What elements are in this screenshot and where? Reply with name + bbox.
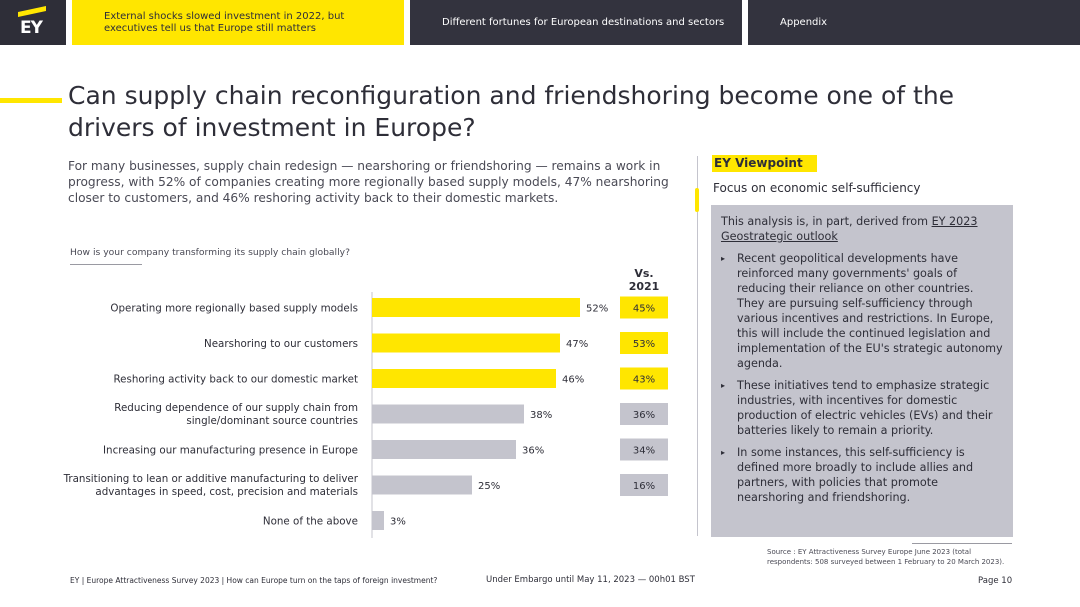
bullet-icon: ▸ — [721, 448, 726, 457]
viewpoint-divider — [697, 156, 698, 536]
nav-separator — [66, 0, 72, 45]
bar-value-label: 3% — [390, 517, 406, 528]
comparison-value-label: 45% — [633, 304, 655, 315]
tab-different-fortunes[interactable]: Different fortunes for European destinat… — [410, 0, 742, 45]
bullet-text: In some instances, this self-sufficiency… — [737, 446, 974, 504]
category-label: single/dominant source countries — [186, 415, 358, 427]
viewpoint-subtitle: Focus on economic self-sufficiency — [713, 181, 921, 195]
comparison-box — [620, 332, 668, 354]
category-label: Nearshoring to our customers — [204, 338, 358, 350]
supply-chain-bar-chart: 52% Operating more regionally based suppl… — [63, 292, 668, 538]
bullet-text: These initiatives tend to emphasize stra… — [737, 379, 993, 437]
question-underline — [70, 264, 142, 265]
nav-separator — [404, 0, 410, 45]
category-label: Increasing our manufacturing presence in… — [103, 445, 358, 457]
viewpoint-bullets: ▸ Recent geopolitical developments have r… — [721, 251, 1003, 505]
tab-label: External shocks slowed investment in 202… — [104, 10, 345, 34]
vs-2021-header: Vs. 2021 — [628, 267, 660, 293]
tab-label: Appendix — [780, 17, 828, 28]
category-label: None of the above — [263, 516, 358, 528]
category-label: Operating more regionally based supply m… — [110, 303, 358, 315]
bar — [372, 333, 560, 353]
bar — [372, 475, 472, 495]
bullet-text: Recent geopolitical developments have re… — [737, 252, 1003, 370]
bar-value-label: 47% — [566, 339, 588, 350]
comparison-box — [620, 474, 668, 496]
derived-note: This analysis is, in part, derived from … — [721, 214, 1003, 244]
page-number: Page 10 — [978, 576, 1013, 586]
viewpoint-panel: This analysis is, in part, derived from … — [711, 205, 1013, 537]
comparison-box — [620, 403, 668, 425]
footer-embargo: Under Embargo until May 11, 2023 — 00h01… — [486, 575, 695, 585]
intro-paragraph: For many businesses, supply chain redesi… — [68, 159, 669, 205]
list-item: ▸ In some instances, this self-sufficienc… — [721, 445, 1003, 505]
tab-label: Different fortunes for European destinat… — [442, 17, 725, 28]
bar — [372, 511, 384, 530]
comparison-value-label: 34% — [633, 446, 655, 457]
bar — [372, 404, 524, 424]
category-label: Reducing dependence of our supply chain … — [114, 402, 358, 414]
title-accent-bar — [0, 98, 62, 103]
bar-value-label: 25% — [478, 481, 500, 492]
bar-value-label: 38% — [530, 410, 552, 421]
bar — [372, 440, 516, 459]
bar — [372, 369, 556, 388]
geostrategic-outlook-link[interactable]: EY 2023 Geostrategic outlook — [721, 215, 978, 243]
category-label: advantages in speed, cost, precision and… — [95, 486, 358, 498]
bar-value-label: 46% — [562, 375, 584, 386]
bar — [372, 298, 580, 317]
viewpoint-accent — [695, 188, 699, 212]
ey-logo[interactable]: EY — [0, 0, 66, 45]
list-item: ▸ Recent geopolitical developments have r… — [721, 251, 1003, 371]
footer-publication: EY | Europe Attractiveness Survey 2023 |… — [70, 576, 438, 585]
chart-question: How is your company transforming its sup… — [70, 247, 350, 258]
derived-prefix: This analysis is, in part, derived from — [721, 215, 932, 228]
comparison-box — [620, 438, 668, 461]
nav-separator — [742, 0, 748, 45]
comparison-value-label: 36% — [633, 410, 655, 421]
tab-external-shocks[interactable]: External shocks slowed investment in 202… — [72, 0, 404, 45]
comparison-box — [620, 296, 668, 319]
comparison-value-label: 53% — [633, 339, 655, 350]
list-item: ▸ These initiatives tend to emphasize str… — [721, 378, 1003, 438]
comparison-value-label: 43% — [633, 375, 655, 386]
source-rule — [912, 543, 1012, 544]
category-label: Reshoring activity back to our domestic … — [113, 374, 358, 386]
bar-value-label: 52% — [586, 304, 608, 315]
comparison-box — [620, 367, 668, 390]
comparison-value-label: 16% — [633, 481, 655, 492]
logo-text: EY — [20, 18, 43, 38]
tab-appendix[interactable]: Appendix — [748, 0, 1080, 45]
bullet-icon: ▸ — [721, 381, 726, 390]
category-label: Transitioning to lean or additive manufa… — [63, 473, 359, 485]
viewpoint-label: EY Viewpoint — [712, 155, 817, 172]
bullet-icon: ▸ — [721, 254, 726, 263]
source-note: Source : EY Attractiveness Survey Europe… — [767, 548, 1005, 566]
bar-value-label: 36% — [522, 446, 544, 457]
page-title: Can supply chain reconfiguration and fri… — [68, 81, 955, 142]
